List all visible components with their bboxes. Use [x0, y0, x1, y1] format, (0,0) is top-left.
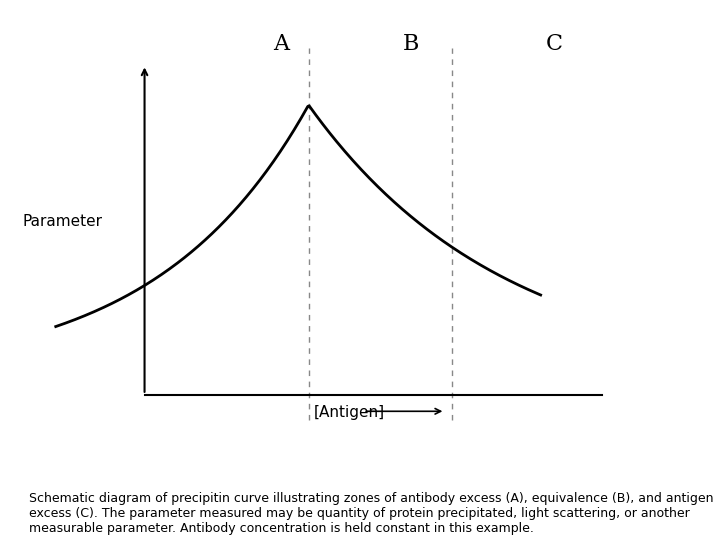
- Text: Parameter: Parameter: [22, 214, 102, 229]
- Text: Schematic diagram of precipitin curve illustrating zones of antibody excess (A),: Schematic diagram of precipitin curve il…: [29, 491, 714, 535]
- Text: [Antigen]: [Antigen]: [314, 404, 385, 420]
- Text: C: C: [546, 33, 563, 55]
- Text: A: A: [274, 33, 289, 55]
- Text: B: B: [403, 33, 419, 55]
